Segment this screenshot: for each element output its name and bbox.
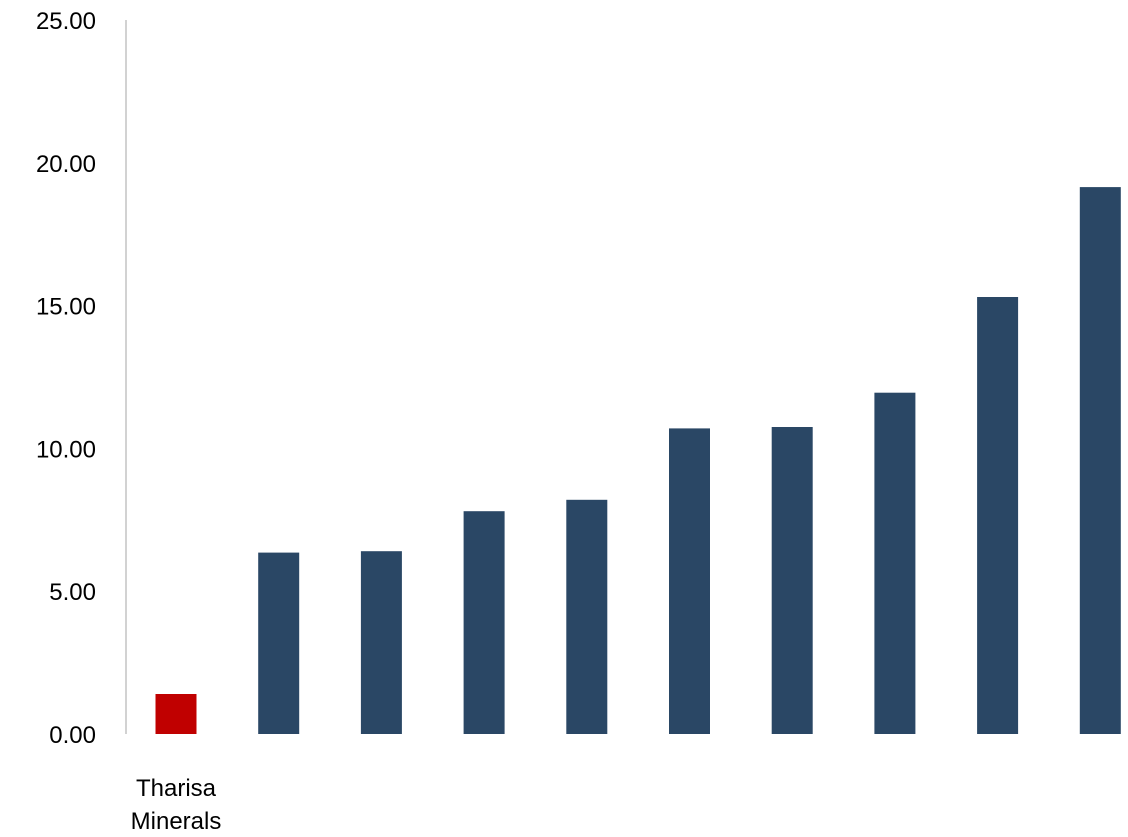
bar bbox=[360, 551, 402, 734]
x-axis-labels: Tharisa Minerals bbox=[131, 775, 222, 835]
bar bbox=[566, 499, 608, 734]
y-tick-label: 15.00 bbox=[36, 294, 96, 321]
y-axis-ticks: 0.00 5.00 10.00 15.00 20.00 25.00 bbox=[36, 8, 96, 749]
bar bbox=[977, 297, 1019, 734]
y-tick-label: 0.00 bbox=[49, 722, 96, 749]
x-category-label: Tharisa Minerals bbox=[131, 775, 222, 835]
y-tick-label: 5.00 bbox=[49, 579, 96, 606]
bar bbox=[463, 511, 505, 734]
bar bbox=[1079, 187, 1121, 735]
bar bbox=[771, 427, 813, 734]
bar bbox=[669, 428, 710, 734]
y-tick-label: 10.00 bbox=[36, 436, 96, 463]
bar bbox=[258, 552, 300, 734]
y-tick-label: 20.00 bbox=[36, 151, 96, 178]
bar bbox=[155, 694, 197, 734]
y-tick-label: 25.00 bbox=[36, 8, 96, 35]
bar bbox=[874, 392, 916, 734]
bars bbox=[155, 187, 1121, 735]
